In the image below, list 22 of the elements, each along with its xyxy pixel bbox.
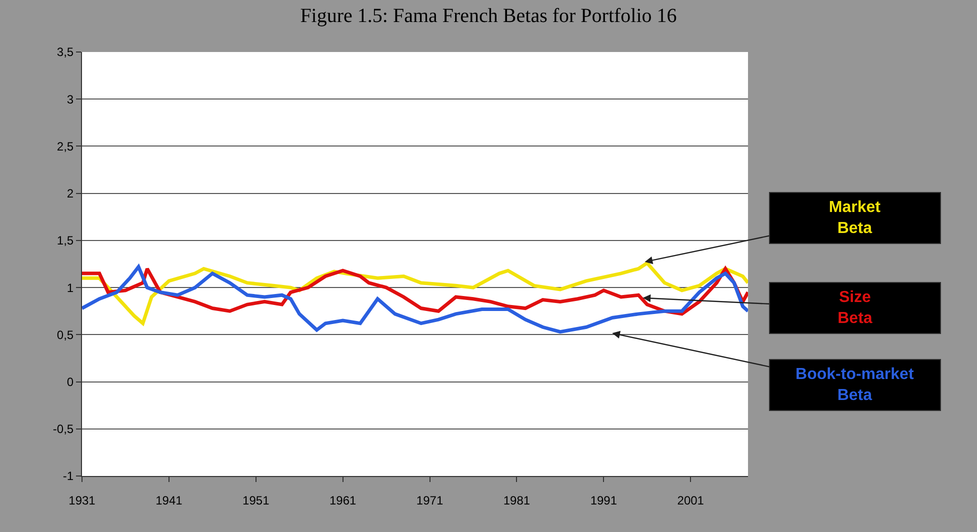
y-tick-label: 2,5 xyxy=(56,139,74,154)
text: Market Beta xyxy=(828,199,882,237)
y-tick-label: -1 xyxy=(62,469,74,484)
x-tick-label: 1951 xyxy=(242,493,270,508)
y-tick-label: 1 xyxy=(66,280,74,295)
text: Size Beta xyxy=(838,289,872,327)
y-tick-label: 1,5 xyxy=(56,234,74,248)
x-tick-label: 1981 xyxy=(503,493,530,508)
x-tick-label: 1971 xyxy=(416,493,444,508)
text: Book-to-market Beta xyxy=(796,366,914,404)
x-tick-label: 1931 xyxy=(68,493,96,508)
x-tick-label: 2001 xyxy=(677,493,704,508)
y-tick-label: 0,5 xyxy=(56,328,74,342)
y-tick-label: -0,5 xyxy=(52,422,74,436)
x-tick-label: 1991 xyxy=(590,493,618,508)
y-tick-label: 3 xyxy=(66,92,74,106)
x-tick-label: 1941 xyxy=(156,493,183,508)
y-tick-label: 0 xyxy=(66,374,74,389)
chart-title: Figure 1.5: Fama French Betas for Portfolio 16 xyxy=(300,4,677,27)
x-tick-label: 1961 xyxy=(329,493,357,508)
y-tick-label: 2 xyxy=(66,186,74,201)
y-tick-label: 3,5 xyxy=(56,45,74,60)
